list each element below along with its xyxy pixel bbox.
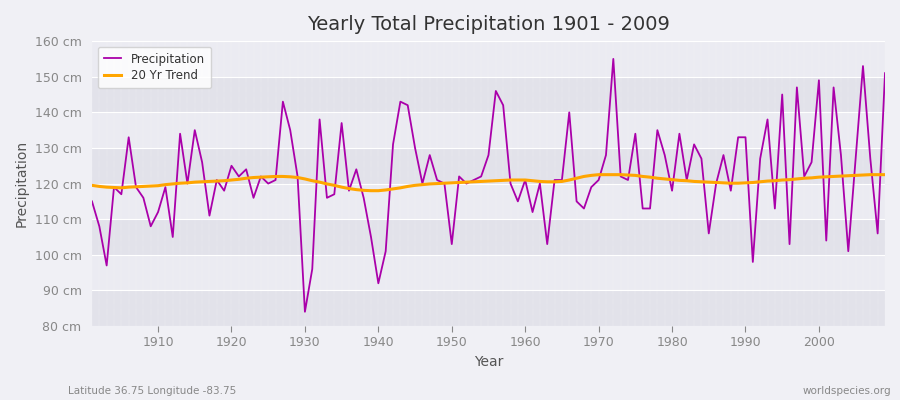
Precipitation — [879, 71, 890, 76]
Text: Latitude 36.75 Longitude -83.75: Latitude 36.75 Longitude -83.75 — [68, 386, 236, 396]
Bar — [92, 184, 885, 219]
Precipitation — [608, 56, 618, 61]
20 Yr Trend — [593, 172, 604, 177]
20 Yr Trend — [307, 178, 318, 183]
20 Yr Trend — [365, 188, 376, 193]
Precipitation — [145, 224, 156, 229]
Precipitation — [314, 117, 325, 122]
Line: Precipitation: Precipitation — [92, 59, 885, 312]
Precipitation — [623, 178, 634, 182]
Bar — [92, 77, 885, 112]
Legend: Precipitation, 20 Yr Trend: Precipitation, 20 Yr Trend — [98, 47, 211, 88]
Bar — [92, 41, 885, 77]
Y-axis label: Precipitation: Precipitation — [15, 140, 29, 227]
Precipitation — [520, 178, 531, 182]
Precipitation — [86, 199, 97, 204]
20 Yr Trend — [623, 173, 634, 178]
20 Yr Trend — [86, 183, 97, 188]
Line: 20 Yr Trend: 20 Yr Trend — [92, 175, 885, 191]
Bar — [92, 219, 885, 255]
Bar — [92, 255, 885, 290]
X-axis label: Year: Year — [473, 355, 503, 369]
20 Yr Trend — [527, 178, 538, 183]
20 Yr Trend — [351, 187, 362, 192]
Precipitation — [300, 309, 310, 314]
20 Yr Trend — [145, 184, 156, 188]
Bar — [92, 148, 885, 184]
Title: Yearly Total Precipitation 1901 - 2009: Yearly Total Precipitation 1901 - 2009 — [307, 15, 670, 34]
20 Yr Trend — [879, 172, 890, 177]
Bar — [92, 112, 885, 148]
20 Yr Trend — [520, 178, 531, 182]
Precipitation — [358, 196, 369, 200]
Precipitation — [527, 210, 538, 214]
Text: worldspecies.org: worldspecies.org — [803, 386, 891, 396]
Bar — [92, 290, 885, 326]
